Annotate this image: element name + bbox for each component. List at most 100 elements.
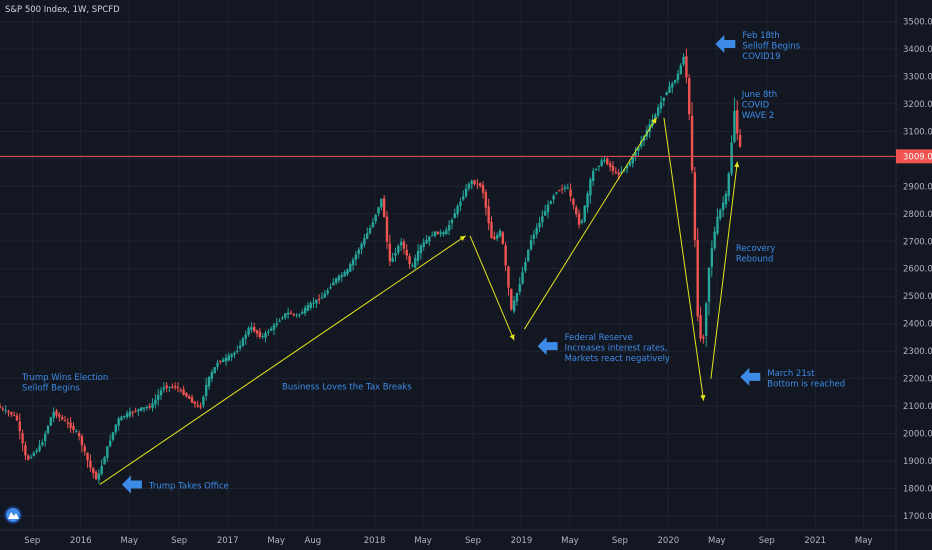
candle-body bbox=[668, 86, 671, 93]
candle-body bbox=[371, 222, 375, 228]
annotation-text: March 21st bbox=[767, 369, 815, 379]
candle-body bbox=[543, 211, 547, 216]
candle-body bbox=[176, 387, 180, 389]
candle-body bbox=[425, 239, 428, 244]
candle-body bbox=[721, 202, 725, 211]
candle-body bbox=[738, 134, 742, 147]
candle-body bbox=[625, 166, 629, 169]
candle-body bbox=[391, 257, 394, 262]
candle-body bbox=[501, 232, 504, 244]
candle-body bbox=[507, 266, 510, 288]
annotation[interactable]: Business Loves the Tax Breaks bbox=[282, 383, 412, 393]
candle-body bbox=[35, 450, 38, 452]
candle-body bbox=[382, 198, 386, 218]
candle-body bbox=[527, 249, 530, 262]
arrow-left-icon bbox=[715, 34, 736, 53]
candle-body bbox=[267, 331, 270, 333]
candle-body bbox=[55, 410, 58, 416]
trend-arrowhead bbox=[700, 394, 706, 401]
candle-body bbox=[151, 403, 154, 408]
y-tick-label: 2400.00 bbox=[903, 320, 932, 330]
candle-body bbox=[264, 332, 267, 338]
trend-line[interactable] bbox=[99, 235, 466, 485]
candle-body bbox=[145, 407, 149, 409]
candle-body bbox=[329, 287, 332, 289]
y-axis[interactable]: 1700.00 1800.00 1900.00 2000.00 2100.00 2200.… bbox=[895, 0, 932, 550]
candle-body bbox=[38, 445, 41, 452]
candle-body bbox=[278, 320, 281, 322]
trend-arrowhead bbox=[651, 117, 657, 124]
candle-body bbox=[634, 152, 637, 157]
trend-line[interactable] bbox=[523, 117, 658, 330]
candle-body bbox=[269, 328, 273, 331]
candle-body bbox=[289, 312, 293, 315]
candle-body bbox=[560, 188, 564, 190]
tradingview-logo-icon[interactable] bbox=[4, 506, 22, 524]
candle-body bbox=[640, 141, 643, 147]
candle-body bbox=[284, 313, 287, 318]
candle-body bbox=[487, 206, 490, 224]
candle-body bbox=[710, 248, 714, 267]
candle-body bbox=[66, 422, 69, 424]
candle-body bbox=[586, 193, 589, 208]
x-tick-label: 2020 bbox=[658, 536, 680, 546]
x-tick-label: 2017 bbox=[217, 536, 239, 546]
trend-line[interactable] bbox=[710, 161, 738, 379]
candle-body bbox=[193, 401, 197, 404]
candle-body bbox=[702, 336, 705, 339]
x-tick-label: Sep bbox=[171, 536, 187, 546]
candle-body bbox=[659, 102, 663, 109]
candle-body bbox=[676, 73, 680, 81]
annotation-text: Markets react negatively bbox=[565, 354, 670, 364]
candle-body bbox=[690, 115, 694, 171]
candle-body bbox=[512, 300, 516, 312]
trend-line[interactable] bbox=[469, 235, 515, 341]
candle-body bbox=[120, 416, 123, 421]
annotation[interactable]: Trump Takes Office bbox=[121, 475, 229, 494]
candle-body bbox=[470, 180, 473, 185]
candle-body bbox=[628, 162, 632, 166]
candle-body bbox=[69, 422, 72, 428]
candle-body bbox=[298, 314, 301, 316]
candle-body bbox=[75, 430, 78, 432]
candle-body bbox=[569, 189, 572, 197]
trend-line[interactable] bbox=[663, 117, 705, 401]
candle-body bbox=[92, 467, 95, 474]
candle-body bbox=[219, 360, 222, 363]
annotation-text: Increases interest rates, bbox=[565, 344, 668, 354]
candle-body bbox=[15, 415, 19, 421]
candle-body bbox=[656, 107, 660, 116]
candle-body bbox=[603, 159, 606, 162]
candle-body bbox=[346, 269, 349, 275]
candle-body bbox=[224, 357, 228, 362]
x-tick-label: May bbox=[561, 536, 579, 546]
candle-body bbox=[106, 446, 109, 458]
candle-body bbox=[190, 397, 194, 403]
x-axis[interactable]: Sep 2016 May Sep 2017 May Aug 2018 May Sep 2019 May… bbox=[0, 529, 932, 546]
candle-body bbox=[558, 190, 561, 192]
candle-body bbox=[295, 314, 298, 316]
trend-arrowhead bbox=[734, 161, 740, 168]
candle-body bbox=[179, 389, 182, 391]
candle-body bbox=[620, 171, 623, 174]
candle-body bbox=[357, 249, 360, 254]
candle-body bbox=[27, 455, 30, 460]
y-tick-label: 1700.00 bbox=[903, 512, 932, 522]
candle-body bbox=[439, 232, 442, 234]
y-tick-label: 1900.00 bbox=[903, 457, 932, 467]
candle-body bbox=[549, 201, 553, 204]
candle-body bbox=[236, 350, 239, 352]
candle-body bbox=[405, 249, 408, 256]
candle-body bbox=[315, 299, 318, 304]
candle-body bbox=[227, 355, 231, 361]
y-tick-label: 3500.00 bbox=[903, 17, 932, 27]
candle-body bbox=[244, 334, 247, 339]
